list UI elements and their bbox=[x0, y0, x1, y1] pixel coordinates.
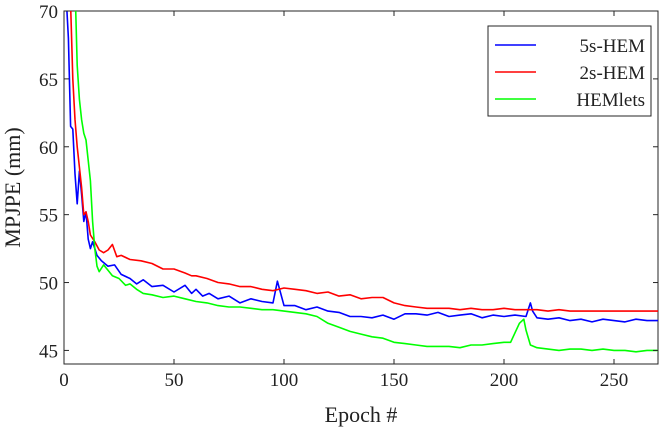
y-tick-label: 65 bbox=[39, 70, 58, 91]
series-line-hemlets bbox=[74, 11, 658, 353]
x-axis-label: Epoch # bbox=[325, 402, 398, 427]
legend-label: 5s-HEM bbox=[580, 36, 646, 57]
series-line-2s-hem bbox=[69, 11, 658, 312]
y-tick-label: 55 bbox=[39, 206, 58, 227]
series-line-5s-hem bbox=[66, 11, 658, 323]
x-tick-label: 200 bbox=[490, 370, 519, 391]
x-tick-label: 50 bbox=[165, 370, 184, 391]
legend: 5s-HEM 2s-HEM HEMlets bbox=[487, 25, 652, 117]
y-axis-label: MPJPE (mm) bbox=[0, 127, 25, 247]
ticks-layer: 0 50 100 150 200 250 45 50 55 60 65 70 bbox=[39, 2, 658, 391]
legend-label: 2s-HEM bbox=[580, 63, 646, 84]
y-tick-label: 60 bbox=[39, 138, 58, 159]
x-tick-label: 0 bbox=[59, 370, 69, 391]
legend-label: HEMlets bbox=[576, 90, 645, 111]
y-tick-label: 50 bbox=[39, 274, 58, 295]
x-tick-label: 250 bbox=[600, 370, 629, 391]
x-tick-label: 100 bbox=[270, 370, 299, 391]
x-tick-label: 150 bbox=[380, 370, 409, 391]
y-tick-label: 45 bbox=[39, 341, 58, 362]
series-layer bbox=[66, 11, 658, 353]
y-tick-label: 70 bbox=[39, 2, 58, 23]
legend-box bbox=[487, 25, 652, 117]
